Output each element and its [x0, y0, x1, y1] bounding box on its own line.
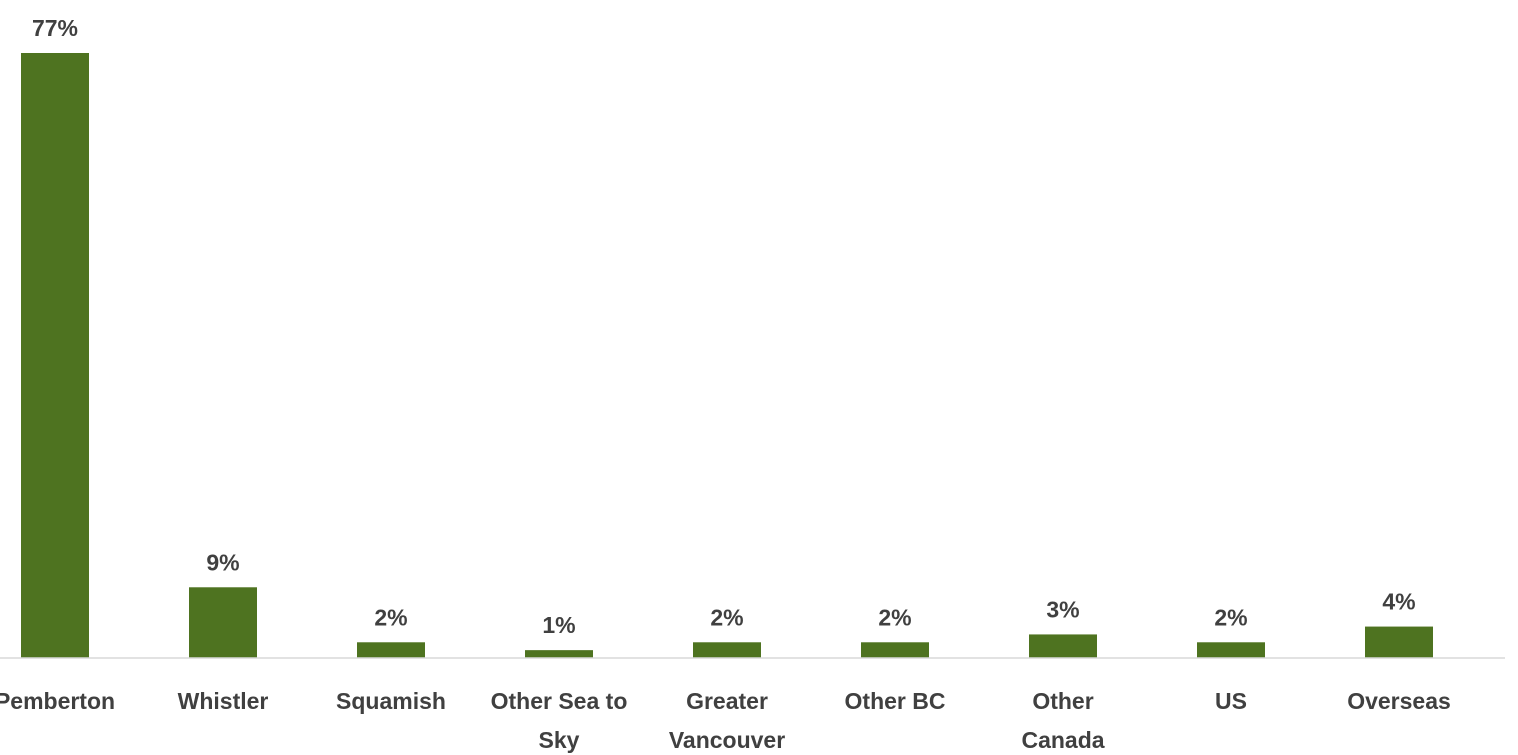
category-label-line: Pemberton — [0, 688, 115, 714]
data-label-6: 3% — [1046, 596, 1079, 622]
category-label-1: Whistler — [178, 688, 269, 714]
data-label-7: 2% — [1214, 604, 1247, 630]
bar-1 — [189, 587, 257, 658]
category-label-7: US — [1215, 688, 1247, 714]
bar-7 — [1197, 642, 1265, 658]
category-label-3: Other Sea to Sky — [491, 688, 628, 753]
category-label-line: Vancouver — [669, 727, 785, 753]
category-label-line: Sky — [539, 727, 580, 753]
category-label-line: Squamish — [336, 688, 446, 714]
category-label-4: Greater Vancouver — [669, 688, 785, 753]
bar-2 — [357, 642, 425, 658]
category-label-8: Overseas — [1347, 688, 1451, 714]
category-label-line: Other — [1032, 688, 1093, 714]
bar-0 — [21, 53, 89, 658]
category-label-line: Whistler — [178, 688, 269, 714]
category-label-line: US — [1215, 688, 1247, 714]
category-label-line: Canada — [1021, 727, 1104, 753]
bar-8 — [1365, 626, 1433, 658]
category-label-2: Squamish — [336, 688, 446, 714]
data-label-3: 1% — [542, 612, 575, 638]
data-label-5: 2% — [878, 604, 911, 630]
bar-4 — [693, 642, 761, 658]
data-label-4: 2% — [710, 604, 743, 630]
category-label-5: Other BC — [845, 688, 946, 714]
category-labels-group: Pemberton Whistler Squamish Other Sea to Sky… — [0, 688, 1451, 753]
data-label-1: 9% — [206, 549, 239, 575]
category-label-line: Other BC — [845, 688, 946, 714]
category-label-0: Pemberton — [0, 688, 115, 714]
category-label-6: Other Canada — [1021, 688, 1104, 753]
bar-5 — [861, 642, 929, 658]
category-label-line: Other Sea to — [491, 688, 628, 714]
category-label-line: Greater — [686, 688, 768, 714]
bars-group — [21, 53, 1433, 658]
bar-3 — [525, 650, 593, 658]
category-label-line: Overseas — [1347, 688, 1451, 714]
data-label-0: 77% — [32, 15, 78, 41]
data-labels-group: 77% 9% 2% 1% 2% 2% 3% 2% 4% — [32, 15, 1416, 638]
data-label-8: 4% — [1382, 589, 1415, 615]
data-label-2: 2% — [374, 604, 407, 630]
bar-6 — [1029, 634, 1097, 658]
